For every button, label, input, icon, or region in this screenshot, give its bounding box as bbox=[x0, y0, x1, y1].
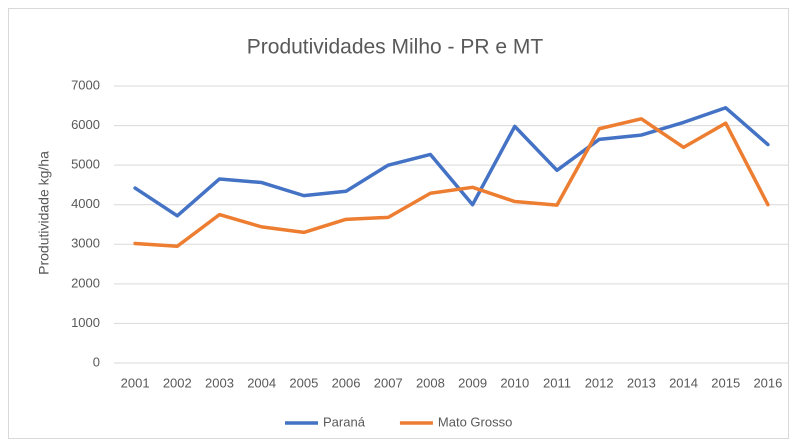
chart-title: Produtividades Milho - PR e MT bbox=[247, 36, 544, 59]
y-tick-label: 4000 bbox=[71, 196, 100, 211]
x-tick-label: 2010 bbox=[500, 375, 529, 390]
x-tick-label: 2013 bbox=[627, 375, 656, 390]
x-tick-label: 2009 bbox=[458, 375, 487, 390]
y-tick-label: 7000 bbox=[71, 77, 100, 92]
x-tick-label: 2007 bbox=[374, 375, 403, 390]
y-axis-label: Produtividade kg/ha bbox=[36, 151, 52, 275]
y-tick-label: 2000 bbox=[71, 275, 100, 290]
x-tick-label: 2015 bbox=[711, 375, 740, 390]
y-tick-label: 5000 bbox=[71, 157, 100, 172]
legend-label: Paraná bbox=[323, 414, 366, 429]
y-tick-label: 3000 bbox=[71, 236, 100, 251]
x-tick-label: 2002 bbox=[163, 375, 192, 390]
x-tick-label: 2008 bbox=[416, 375, 445, 390]
y-tick-label: 0 bbox=[93, 354, 100, 369]
x-tick-label: 2006 bbox=[332, 375, 361, 390]
x-tick-label: 2001 bbox=[121, 375, 150, 390]
x-tick-label: 2004 bbox=[247, 375, 276, 390]
x-tick-label: 2005 bbox=[289, 375, 318, 390]
y-tick-label: 1000 bbox=[71, 315, 100, 330]
x-tick-label: 2011 bbox=[543, 375, 571, 390]
chart-frame bbox=[8, 8, 789, 439]
series-line bbox=[133, 106, 770, 218]
x-tick-label: 2014 bbox=[669, 375, 698, 390]
series-line bbox=[133, 117, 770, 249]
x-tick-label: 2003 bbox=[205, 375, 234, 390]
x-tick-label: 2016 bbox=[753, 375, 782, 390]
legend-label: Mato Grosso bbox=[438, 414, 512, 429]
x-tick-label: 2012 bbox=[585, 375, 614, 390]
y-tick-label: 6000 bbox=[71, 117, 100, 132]
